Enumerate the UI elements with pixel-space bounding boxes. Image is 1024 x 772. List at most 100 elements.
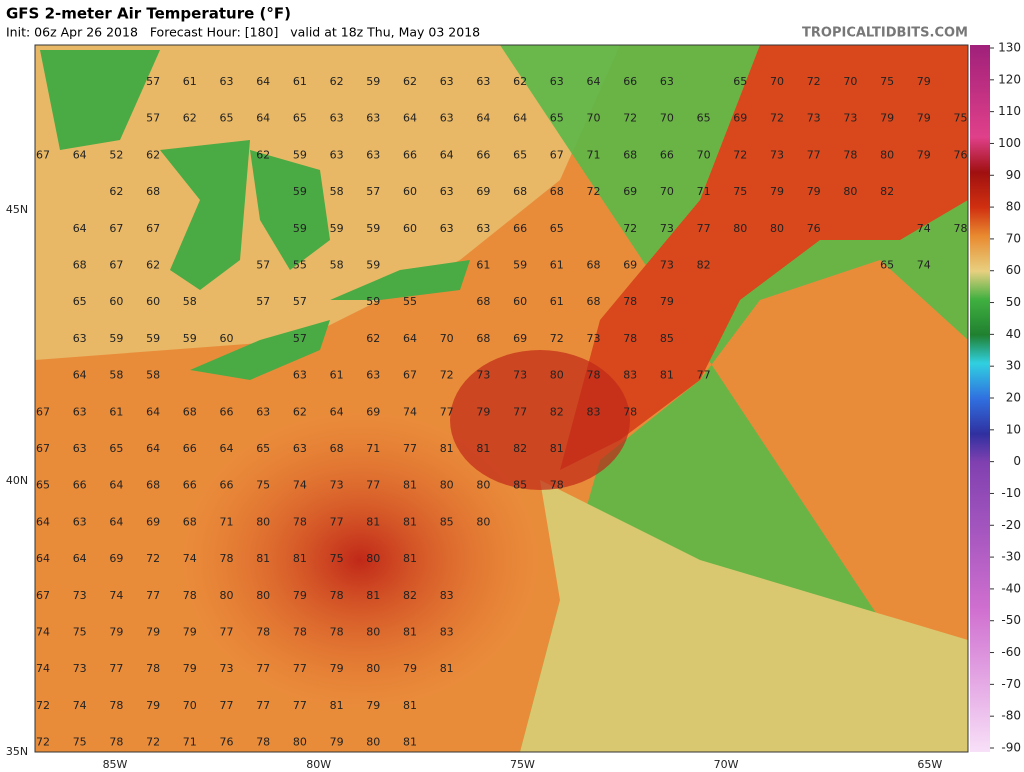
temperature-value: 62 bbox=[183, 112, 197, 125]
colorbar-label: 0 bbox=[1013, 454, 1021, 468]
temperature-value: 63 bbox=[366, 112, 380, 125]
temperature-value: 55 bbox=[403, 295, 417, 308]
temperature-value: 74 bbox=[36, 626, 50, 639]
temperature-value: 62 bbox=[330, 75, 344, 88]
temperature-value: 68 bbox=[146, 185, 160, 198]
temperature-value: 75 bbox=[880, 75, 894, 88]
temperature-value: 68 bbox=[587, 295, 601, 308]
temperature-value: 81 bbox=[330, 699, 344, 712]
temperature-value: 74 bbox=[183, 552, 197, 565]
temperature-value: 66 bbox=[513, 222, 527, 235]
temperature-value: 79 bbox=[880, 112, 894, 125]
temperature-value: 73 bbox=[660, 259, 674, 272]
temperature-value: 64 bbox=[73, 552, 87, 565]
temperature-value: 82 bbox=[697, 259, 711, 272]
temperature-value: 64 bbox=[36, 515, 50, 528]
temperature-value: 81 bbox=[403, 515, 417, 528]
temperature-value: 58 bbox=[109, 369, 123, 382]
temperature-value: 63 bbox=[293, 369, 307, 382]
colorbar-label: -20 bbox=[1001, 518, 1021, 532]
temperature-value: 76 bbox=[220, 736, 234, 749]
temperature-value: 80 bbox=[843, 185, 857, 198]
temperature-value: 65 bbox=[256, 442, 270, 455]
temperature-value: 68 bbox=[476, 295, 490, 308]
temperature-value: 63 bbox=[366, 369, 380, 382]
temperature-value: 72 bbox=[587, 185, 601, 198]
temperature-value: 64 bbox=[403, 112, 417, 125]
lon-label: 65W bbox=[917, 758, 942, 771]
temperature-value: 66 bbox=[623, 75, 637, 88]
colorbar-label: -50 bbox=[1001, 613, 1021, 627]
temperature-value: 78 bbox=[256, 736, 270, 749]
colorbar-label: -80 bbox=[1001, 709, 1021, 723]
temperature-value: 64 bbox=[73, 148, 87, 161]
colorbar-ticks: 1301201101009080706050403020100-10-20-30… bbox=[990, 41, 1021, 755]
temperature-labels: 57 61 63 64 61 62 59 62 63 63 62 63 64 66 63 65 70 72 70 75… bbox=[36, 75, 968, 749]
temperature-value: 77 bbox=[109, 662, 123, 675]
temperature-value: 61 bbox=[109, 405, 123, 418]
colorbar-label: -40 bbox=[1001, 581, 1021, 595]
temperature-value: 81 bbox=[403, 479, 417, 492]
temperature-value: 74 bbox=[36, 662, 50, 675]
temperature-value: 79 bbox=[183, 626, 197, 639]
temperature-value: 65 bbox=[293, 112, 307, 125]
temperature-value: 65 bbox=[550, 222, 564, 235]
temperature-value: 81 bbox=[366, 515, 380, 528]
temperature-value: 75 bbox=[733, 185, 747, 198]
temperature-value: 70 bbox=[697, 148, 711, 161]
temperature-value: 78 bbox=[293, 626, 307, 639]
temperature-value: 71 bbox=[183, 736, 197, 749]
temperature-value: 63 bbox=[256, 405, 270, 418]
temperature-value: 73 bbox=[476, 369, 490, 382]
temperature-value: 81 bbox=[550, 442, 564, 455]
temperature-value: 80 bbox=[880, 148, 894, 161]
temperature-value: 82 bbox=[880, 185, 894, 198]
temperature-value: 64 bbox=[73, 369, 87, 382]
temperature-value: 64 bbox=[587, 75, 601, 88]
temperature-value: 62 bbox=[109, 185, 123, 198]
temperature-value: 81 bbox=[403, 626, 417, 639]
temperature-value: 80 bbox=[256, 589, 270, 602]
temperature-value: 81 bbox=[403, 699, 417, 712]
temperature-value: 67 bbox=[109, 222, 123, 235]
temperature-value: 67 bbox=[550, 148, 564, 161]
temperature-value: 78 bbox=[843, 148, 857, 161]
temperature-value: 80 bbox=[366, 552, 380, 565]
temperature-value: 65 bbox=[220, 112, 234, 125]
temperature-value: 81 bbox=[660, 369, 674, 382]
temperature-value: 63 bbox=[476, 75, 490, 88]
temperature-value: 63 bbox=[440, 185, 454, 198]
temperature-value: 70 bbox=[587, 112, 601, 125]
temperature-value: 59 bbox=[366, 75, 380, 88]
temperature-value: 80 bbox=[220, 589, 234, 602]
hot-midatlantic bbox=[180, 410, 540, 710]
temperature-value: 77 bbox=[293, 662, 307, 675]
temperature-value: 72 bbox=[146, 736, 160, 749]
temperature-value: 72 bbox=[807, 75, 821, 88]
colorbar-label: 20 bbox=[1006, 391, 1021, 405]
temperature-value: 77 bbox=[403, 442, 417, 455]
temperature-value: 83 bbox=[440, 626, 454, 639]
temperature-value: 58 bbox=[330, 185, 344, 198]
colorbar-label: 80 bbox=[1006, 200, 1021, 214]
temperature-value: 63 bbox=[73, 442, 87, 455]
temperature-value: 64 bbox=[256, 75, 270, 88]
temperature-value: 79 bbox=[403, 662, 417, 675]
temperature-value: 79 bbox=[109, 626, 123, 639]
temperature-value: 61 bbox=[550, 259, 564, 272]
temperature-value: 77 bbox=[366, 479, 380, 492]
temperature-value: 79 bbox=[660, 295, 674, 308]
temperature-value: 65 bbox=[513, 148, 527, 161]
temperature-value: 72 bbox=[733, 148, 747, 161]
temperature-value: 78 bbox=[220, 552, 234, 565]
axis-labels: 85W 80W 75W 70W 65W 45N 40N 35N bbox=[6, 203, 942, 771]
temperature-value: 77 bbox=[146, 589, 160, 602]
temperature-value: 64 bbox=[513, 112, 527, 125]
temperature-value: 83 bbox=[587, 405, 601, 418]
temperature-value: 80 bbox=[256, 515, 270, 528]
temperature-value: 78 bbox=[550, 479, 564, 492]
temperature-value: 74 bbox=[109, 589, 123, 602]
temperature-value: 70 bbox=[440, 332, 454, 345]
temperature-value: 85 bbox=[440, 515, 454, 528]
